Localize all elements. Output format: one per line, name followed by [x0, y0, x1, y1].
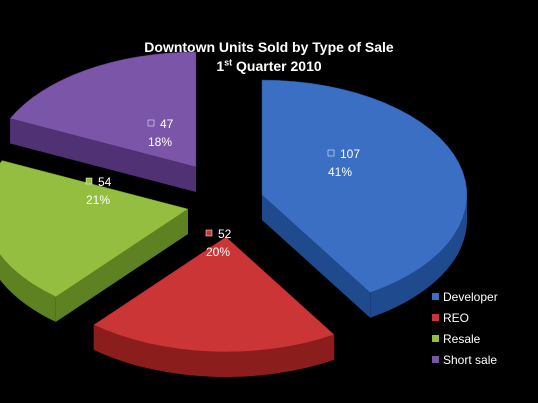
legend: Developer REO Resale Short sale: [432, 290, 498, 367]
chart-title-line2: 1st Quarter 2010: [0, 57, 538, 76]
data-label-marker: [205, 229, 213, 237]
slice-side-face: [0, 254, 56, 322]
legend-label: Short sale: [443, 353, 497, 367]
data-label-value: 107: [340, 147, 360, 161]
slice-side-face: [370, 195, 467, 318]
data-label-percent: 41%: [328, 165, 352, 179]
title-quarter-suffix: st: [224, 57, 233, 68]
data-label-percent: 18%: [148, 135, 172, 149]
pie-slices: [0, 51, 468, 353]
slice-resale: [0, 160, 189, 298]
data-label-value: 52: [218, 227, 232, 241]
slice-cut-face: [10, 118, 196, 192]
data-label-value: 54: [98, 175, 112, 189]
title-quarter-text: Quarter 2010: [232, 58, 322, 74]
legend-label: Developer: [443, 290, 498, 304]
slice-cut-face: [55, 209, 189, 322]
data-label-value: 47: [160, 117, 174, 131]
legend-swatch: [432, 335, 439, 342]
data-label-marker: [327, 149, 335, 157]
data-label-marker: [147, 119, 155, 127]
legend-label: REO: [443, 311, 469, 325]
slice-side-short-sale: [10, 118, 196, 192]
chart-title-line1: Downtown Units Sold by Type of Sale: [144, 39, 394, 55]
slice-cut-face: [262, 195, 371, 318]
legend-swatch: [432, 314, 439, 321]
slice-side-developer: [262, 195, 467, 318]
legend-item-developer: Developer: [432, 290, 498, 304]
slice-side-face: [93, 324, 335, 377]
legend-item-short-sale: Short sale: [432, 353, 497, 367]
legend-label: Resale: [443, 332, 481, 346]
legend-item-resale: Resale: [432, 332, 481, 346]
chart-title: Downtown Units Sold by Type of Sale 1st …: [0, 38, 538, 76]
slice-reo: [93, 236, 335, 353]
legend-swatch: [432, 293, 439, 300]
data-label-percent: 21%: [86, 193, 110, 207]
data-label-percent: 20%: [206, 245, 230, 259]
legend-item-reo: REO: [432, 311, 469, 325]
slice-developer: [261, 79, 468, 293]
data-label-marker: [85, 177, 93, 185]
slice-short-sale: [9, 51, 197, 168]
legend-swatch: [432, 356, 439, 363]
title-quarter-number: 1: [216, 58, 225, 74]
